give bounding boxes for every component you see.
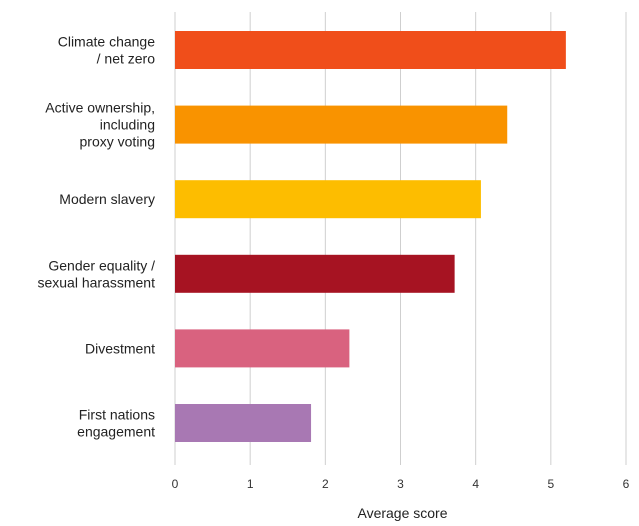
category-label-line: proxy voting: [80, 134, 155, 150]
category-label-line: Divestment: [85, 340, 155, 356]
x-axis-title: Average score: [357, 505, 447, 521]
category-label-line: Climate change: [58, 34, 155, 50]
category-label: Divestment: [85, 340, 155, 356]
bars: [175, 31, 566, 442]
bar: [175, 31, 566, 69]
bar: [175, 180, 481, 219]
category-label-line: sexual harassment: [37, 274, 155, 290]
category-label-line: Modern slavery: [59, 191, 155, 207]
category-label-line: engagement: [77, 424, 155, 440]
bar: [175, 105, 508, 144]
x-tick-label: 0: [172, 477, 179, 491]
category-label: Modern slavery: [59, 191, 155, 207]
bar: [175, 254, 455, 293]
x-tick-label: 2: [322, 477, 329, 491]
category-labels: Climate change / net zero Active ownership…: [37, 34, 155, 440]
category-label: Active ownership, including proxy voting: [45, 100, 155, 150]
category-label-line: / net zero: [97, 51, 156, 67]
bar: [175, 404, 312, 442]
category-label: Gender equality / sexual harassment: [37, 257, 155, 290]
category-label-line: Gender equality /: [48, 257, 155, 273]
category-label-line: Active ownership,: [45, 100, 155, 116]
x-tick-label: 1: [247, 477, 254, 491]
x-tick-label: 3: [397, 477, 404, 491]
category-label-line: including: [100, 117, 155, 133]
category-label: Climate change / net zero: [58, 34, 155, 67]
x-tick-label: 4: [472, 477, 479, 491]
category-label-line: First nations: [79, 407, 155, 423]
x-tick-labels: 0 1 2 3 4 5 6: [172, 477, 630, 491]
bar: [175, 329, 350, 368]
x-tick-label: 5: [547, 477, 554, 491]
category-label: First nations engagement: [77, 407, 155, 440]
x-tick-label: 6: [623, 477, 630, 491]
gridlines: [174, 12, 627, 465]
